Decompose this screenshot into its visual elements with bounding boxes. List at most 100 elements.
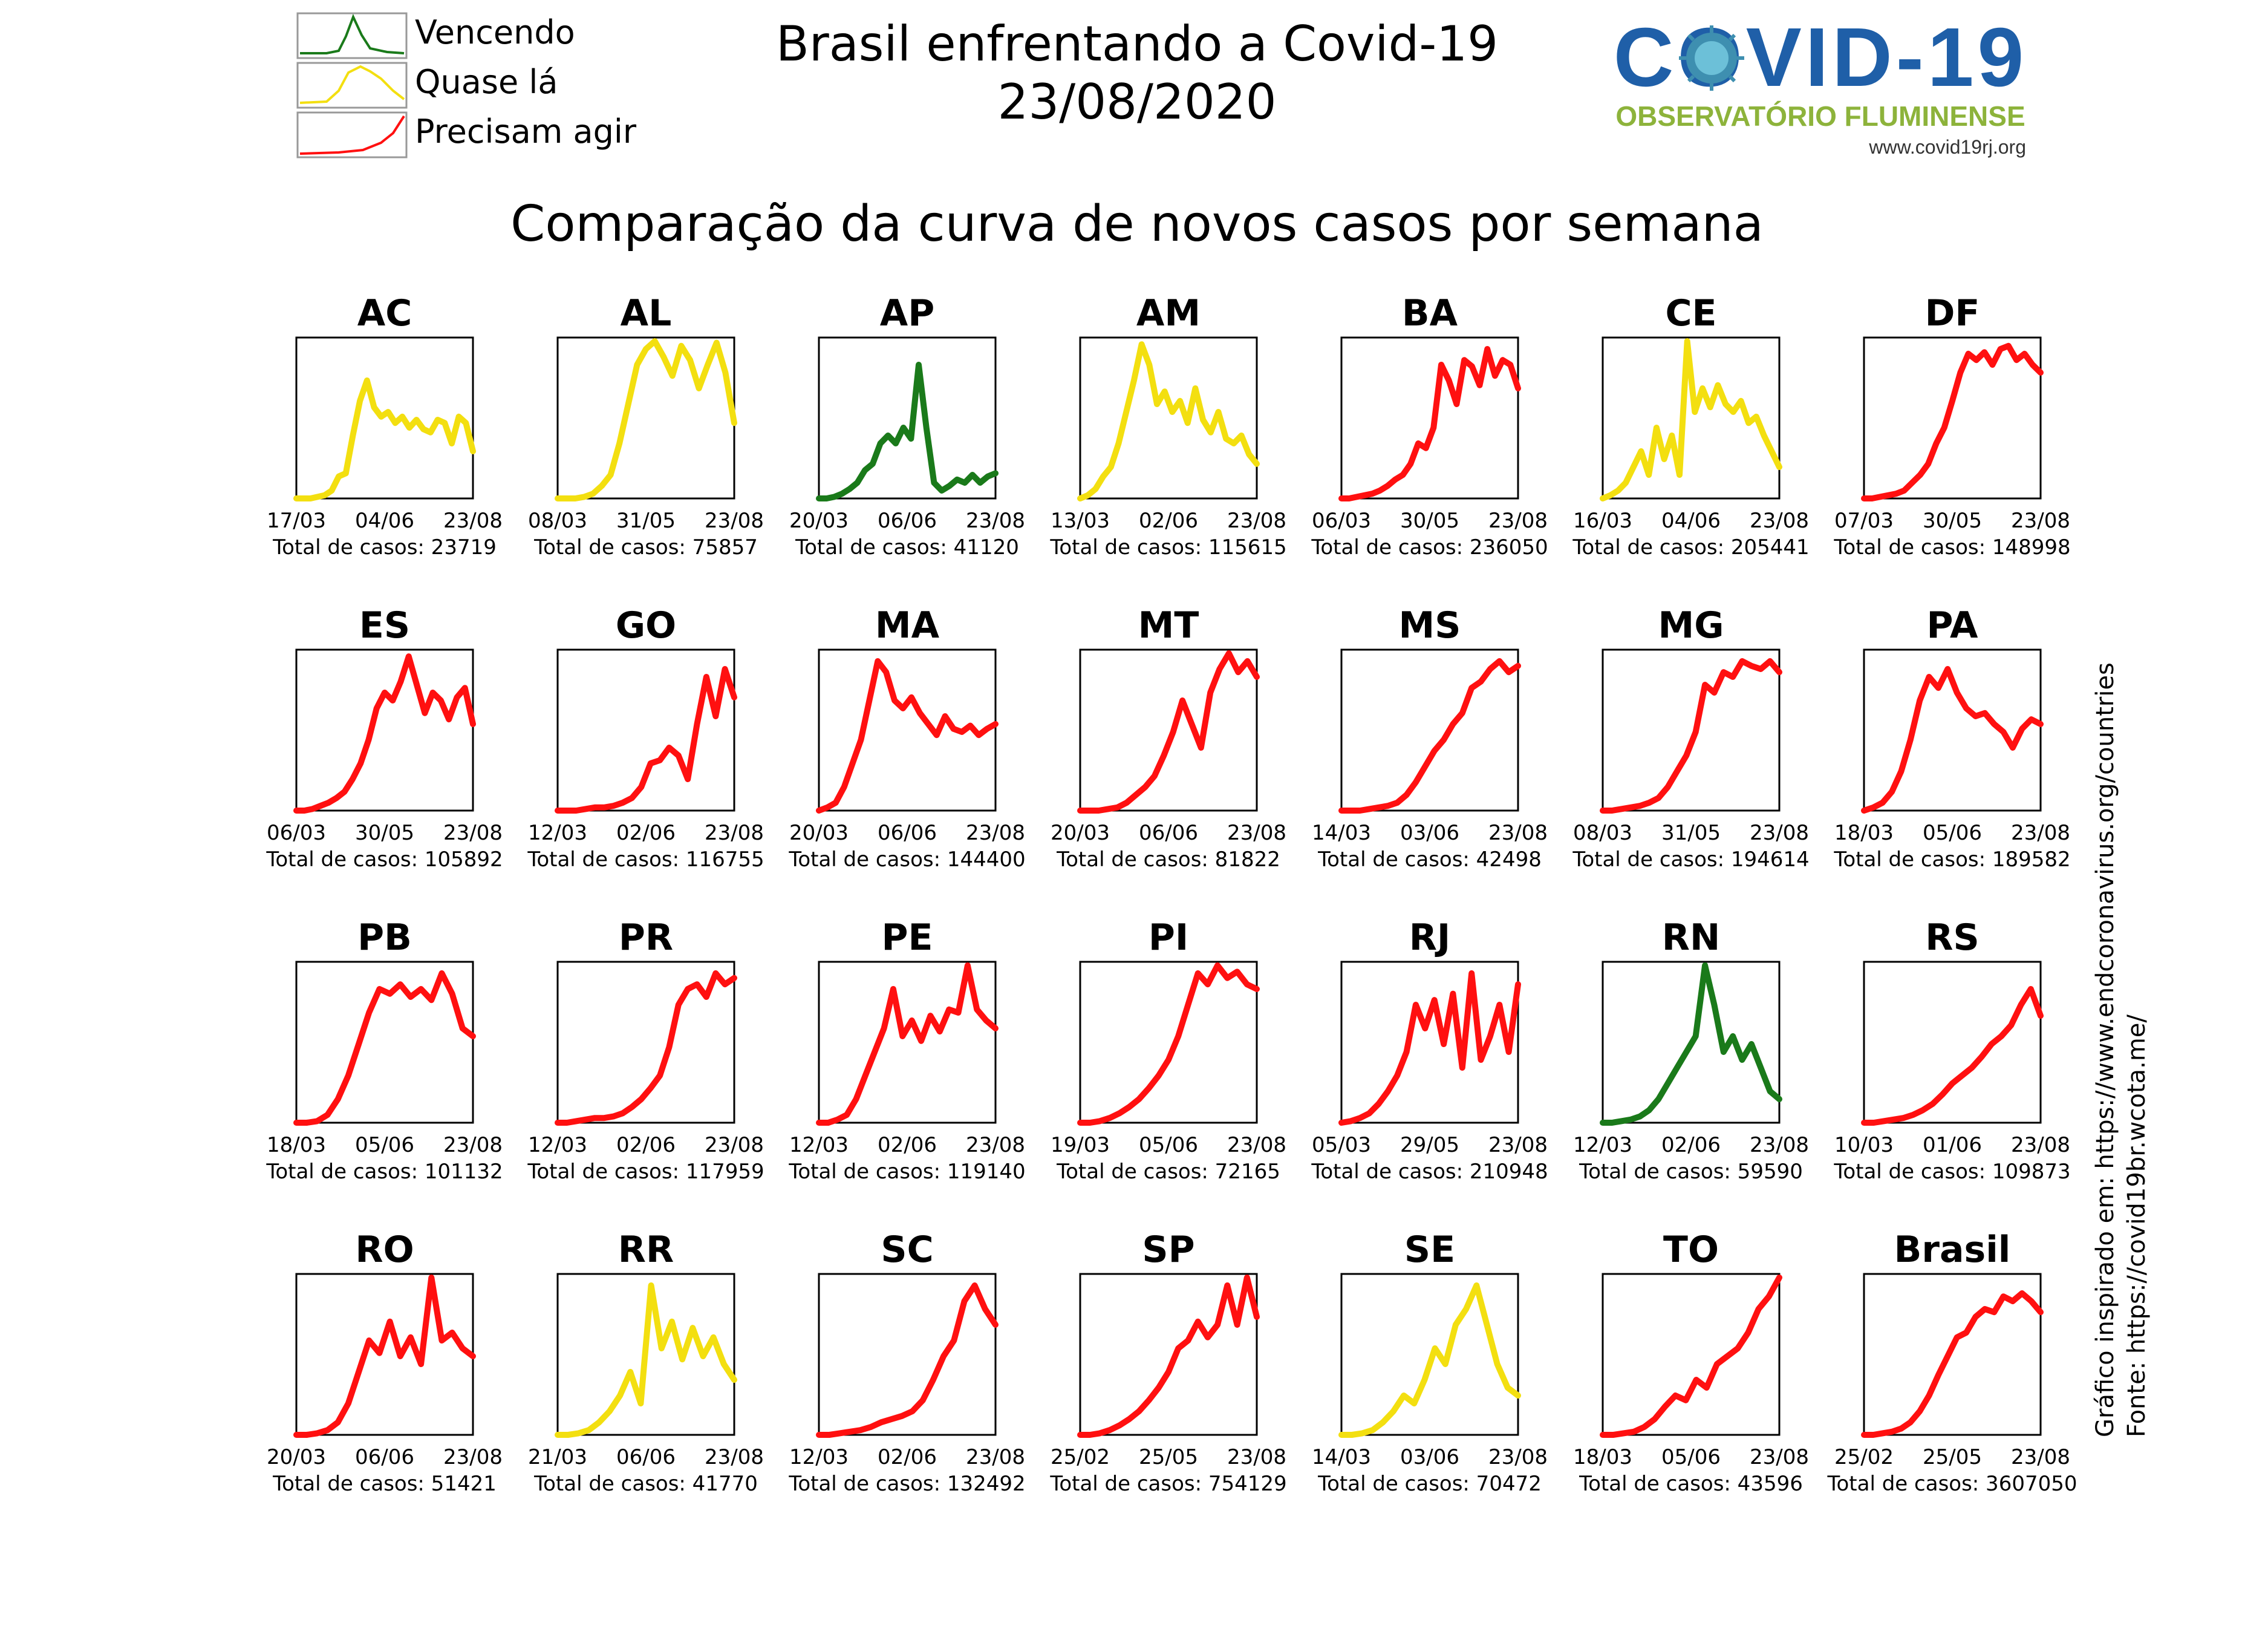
panel-title: MS — [1399, 604, 1461, 647]
x-tick-label: 04/06 — [1661, 509, 1721, 533]
panel-title: RN — [1662, 916, 1720, 959]
series-line — [1861, 1290, 2044, 1438]
total-cases-label: Total de casos: 105892 — [266, 847, 503, 872]
total-cases-label: Total de casos: 101132 — [266, 1160, 503, 1184]
series-line — [293, 377, 476, 501]
series-line — [1338, 658, 1521, 814]
x-tick-label: 23/08 — [1227, 821, 1286, 845]
x-tick-label: 18/03 — [1573, 1445, 1632, 1469]
panel-title: CE — [1665, 292, 1716, 335]
panel-title: PI — [1149, 916, 1188, 959]
x-tick-label: 02/06 — [616, 1133, 676, 1157]
panel-frame — [1079, 1273, 1258, 1436]
x-tick-label: 17/03 — [267, 509, 326, 533]
x-tick-label: 18/03 — [1834, 821, 1894, 845]
total-cases-label: Total de casos: 41770 — [533, 1472, 758, 1496]
panel-title: PB — [357, 916, 412, 959]
total-cases-label: Total de casos: 72165 — [1056, 1160, 1280, 1184]
total-cases-label: Total de casos: 144400 — [788, 847, 1025, 872]
virus-icon — [1679, 25, 1744, 91]
panel-title: TO — [1663, 1229, 1719, 1271]
legend: Vencendo Quase lá Precisam agir — [296, 12, 637, 158]
panel-frame — [1340, 648, 1519, 812]
series-line — [1077, 341, 1260, 501]
x-tick-label: 31/05 — [616, 509, 676, 533]
series-line — [1861, 666, 2044, 814]
x-tick-label: 23/08 — [1488, 821, 1548, 845]
series-line — [555, 666, 737, 814]
x-tick-label: 03/06 — [1400, 821, 1459, 845]
legend-swatch-red — [299, 115, 405, 155]
legend-item-vencendo: Vencendo — [296, 12, 575, 59]
x-tick-label: 08/03 — [528, 509, 587, 533]
x-tick-label: 23/08 — [2011, 1133, 2070, 1157]
x-tick-label: 05/06 — [1139, 1133, 1198, 1157]
panel-title: AP — [880, 292, 934, 335]
total-cases-label: Total de casos: 194614 — [1572, 847, 1809, 872]
panel-brasil: Brasil 25/02 25/05 23/08 Total de casos: 360… — [1827, 1229, 2077, 1496]
total-cases-label: Total de casos: 43596 — [1579, 1472, 1803, 1496]
logo-text: COVID-19 — [1614, 11, 2028, 104]
panel-frame — [818, 336, 997, 500]
series-line — [293, 970, 476, 1126]
panel-frame — [295, 1273, 474, 1436]
panel-frame — [556, 648, 735, 812]
panel-title: AM — [1136, 292, 1201, 335]
x-tick-label: 06/03 — [1312, 509, 1371, 533]
x-tick-label: 02/06 — [616, 821, 676, 845]
x-tick-label: 07/03 — [1834, 509, 1894, 533]
total-cases-label: Total de casos: 236050 — [1311, 535, 1548, 560]
total-cases-label: Total de casos: 51421 — [272, 1472, 497, 1496]
x-tick-label: 01/06 — [1923, 1133, 1982, 1157]
side-note-inspired: Gráfico inspirado em: https://www.endcor… — [2091, 662, 2119, 1437]
total-cases-label: Total de casos: 81822 — [1056, 847, 1280, 872]
panel-ro: RO 20/03 06/06 23/08 Total de casos: 51421 — [267, 1229, 503, 1496]
x-tick-label: 06/06 — [616, 1445, 676, 1469]
series-line — [1338, 1282, 1521, 1438]
x-tick-label: 06/06 — [878, 509, 937, 533]
panel-rs: RS 10/03 01/06 23/08 Total de casos: 109873 — [1833, 916, 2070, 1184]
panel-pr: PR 12/03 02/06 23/08 Total de casos: 117959 — [527, 916, 764, 1184]
x-tick-label: 12/03 — [789, 1445, 849, 1469]
x-tick-label: 20/03 — [1051, 821, 1110, 845]
panel-title: Brasil — [1894, 1229, 2011, 1271]
x-tick-label: 18/03 — [267, 1133, 326, 1157]
panel-frame — [295, 336, 474, 500]
x-tick-label: 30/05 — [1923, 509, 1982, 533]
x-tick-label: 20/03 — [267, 1445, 326, 1469]
x-tick-label: 20/03 — [789, 821, 849, 845]
x-tick-label: 12/03 — [1573, 1133, 1632, 1157]
series-line — [293, 1275, 476, 1438]
series-line — [555, 338, 737, 501]
total-cases-label: Total de casos: 189582 — [1833, 847, 2070, 872]
total-cases-label: Total de casos: 205441 — [1572, 535, 1809, 560]
x-tick-label: 23/08 — [1227, 1445, 1286, 1469]
x-tick-label: 23/08 — [966, 821, 1025, 845]
x-tick-label: 02/06 — [1139, 509, 1198, 533]
x-tick-label: 06/06 — [355, 1445, 414, 1469]
panel-title: AL — [621, 292, 672, 335]
series-line — [1600, 962, 1782, 1126]
series-line — [816, 962, 999, 1126]
x-tick-label: 16/03 — [1573, 509, 1632, 533]
x-tick-label: 23/08 — [966, 509, 1025, 533]
x-tick-label: 05/06 — [1661, 1445, 1721, 1469]
x-tick-label: 23/08 — [1750, 1133, 1809, 1157]
x-tick-label: 20/03 — [789, 509, 849, 533]
total-cases-label: Total de casos: 117959 — [527, 1160, 764, 1184]
x-tick-label: 12/03 — [789, 1133, 849, 1157]
panel-title: PA — [1927, 604, 1978, 647]
panel-frame — [1602, 1273, 1781, 1436]
legend-label-quase-la: Quase lá — [415, 63, 558, 101]
series-line — [293, 653, 476, 814]
series-line — [555, 1282, 737, 1438]
x-tick-label: 06/06 — [1139, 821, 1198, 845]
